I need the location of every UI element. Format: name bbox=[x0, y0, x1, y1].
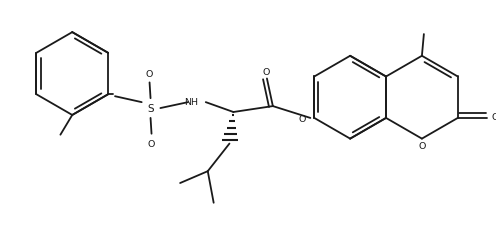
Text: O: O bbox=[148, 139, 155, 148]
Text: O: O bbox=[299, 115, 306, 124]
Text: O: O bbox=[491, 113, 496, 122]
Text: NH: NH bbox=[184, 98, 198, 107]
Text: O: O bbox=[262, 68, 270, 77]
Text: S: S bbox=[147, 104, 154, 114]
Text: O: O bbox=[418, 141, 426, 150]
Text: O: O bbox=[146, 69, 153, 78]
